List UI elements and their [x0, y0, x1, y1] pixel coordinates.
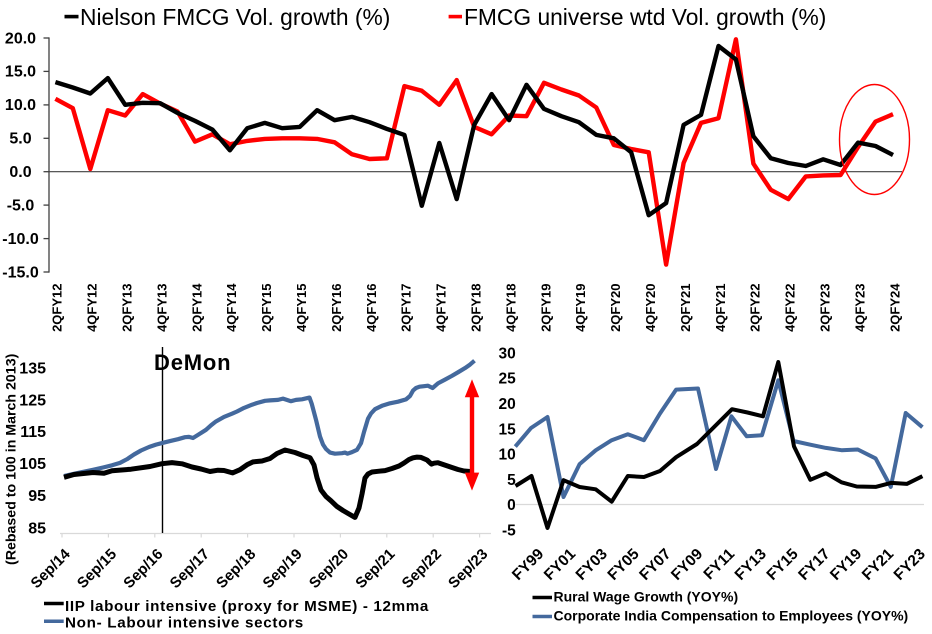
svg-text:85: 85	[28, 520, 46, 537]
svg-text:5.0: 5.0	[9, 131, 31, 148]
svg-text:Rural Wage Growth (YOY%): Rural Wage Growth (YOY%)	[554, 589, 739, 605]
svg-text:115: 115	[20, 424, 46, 441]
svg-text:-5.0: -5.0	[7, 197, 35, 214]
svg-text:125: 125	[19, 393, 46, 410]
svg-text:(Rebased to 100 in March 2013): (Rebased to 100 in March 2013)	[4, 353, 20, 565]
svg-text:2QFY23: 2QFY23	[818, 284, 833, 332]
svg-text:2QFY21: 2QFY21	[678, 284, 693, 332]
svg-text:4QFY12: 4QFY12	[85, 284, 100, 332]
svg-text:10.0: 10.0	[5, 97, 36, 114]
svg-text:2QFY17: 2QFY17	[399, 284, 414, 332]
svg-text:10: 10	[499, 447, 516, 464]
svg-text:Non- Labour intensive sectors: Non- Labour intensive sectors	[65, 615, 304, 630]
svg-text:2QFY20: 2QFY20	[608, 284, 623, 332]
svg-text:30: 30	[499, 346, 516, 363]
svg-text:15.0: 15.0	[5, 64, 36, 81]
svg-text:20: 20	[499, 396, 516, 413]
svg-text:5: 5	[507, 472, 516, 489]
svg-text:95: 95	[28, 488, 46, 505]
svg-text:4QFY15: 4QFY15	[294, 284, 309, 332]
svg-text:IIP labour intensive (proxy fo: IIP labour intensive (proxy for MSME) - …	[65, 598, 429, 615]
svg-text:0.0: 0.0	[9, 164, 31, 181]
svg-text:2QFY22: 2QFY22	[748, 284, 763, 332]
svg-text:4QFY20: 4QFY20	[643, 284, 658, 332]
svg-text:2QFY14: 2QFY14	[189, 283, 204, 332]
svg-text:2QFY24: 2QFY24	[887, 283, 902, 332]
svg-text:4QFY22: 4QFY22	[783, 284, 798, 332]
svg-text:-15.0: -15.0	[2, 264, 39, 281]
svg-text:4QFY21: 4QFY21	[713, 284, 728, 332]
svg-text:0: 0	[507, 497, 516, 514]
svg-text:2QFY16: 2QFY16	[329, 284, 344, 332]
svg-text:20.0: 20.0	[5, 30, 36, 47]
svg-text:2QFY19: 2QFY19	[538, 284, 553, 332]
svg-text:4QFY18: 4QFY18	[503, 284, 518, 332]
svg-text:2QFY13: 2QFY13	[120, 284, 135, 332]
svg-text:FMCG universe wtd Vol. growth: FMCG universe wtd Vol. growth (%)	[464, 4, 826, 30]
svg-text:DeMon: DeMon	[154, 350, 231, 375]
svg-text:4QFY13: 4QFY13	[154, 284, 169, 332]
svg-text:Corporate India Compensation t: Corporate India Compensation to Employee…	[554, 608, 909, 624]
svg-text:4QFY19: 4QFY19	[573, 284, 588, 332]
svg-text:2QFY12: 2QFY12	[50, 284, 65, 332]
svg-text:2QFY15: 2QFY15	[259, 284, 274, 332]
svg-text:4QFY16: 4QFY16	[364, 284, 379, 332]
svg-text:15: 15	[499, 421, 517, 438]
svg-text:-5: -5	[502, 522, 516, 539]
svg-text:4QFY14: 4QFY14	[224, 283, 239, 332]
svg-text:-10.0: -10.0	[2, 231, 39, 248]
svg-text:4QFY23: 4QFY23	[852, 284, 867, 332]
svg-text:2QFY18: 2QFY18	[469, 284, 484, 332]
svg-text:105: 105	[19, 456, 46, 473]
svg-text:4QFY17: 4QFY17	[434, 284, 449, 332]
svg-text:Nielson FMCG Vol. growth (%): Nielson FMCG Vol. growth (%)	[80, 4, 390, 30]
svg-text:25: 25	[499, 371, 517, 388]
svg-text:135: 135	[19, 360, 46, 377]
